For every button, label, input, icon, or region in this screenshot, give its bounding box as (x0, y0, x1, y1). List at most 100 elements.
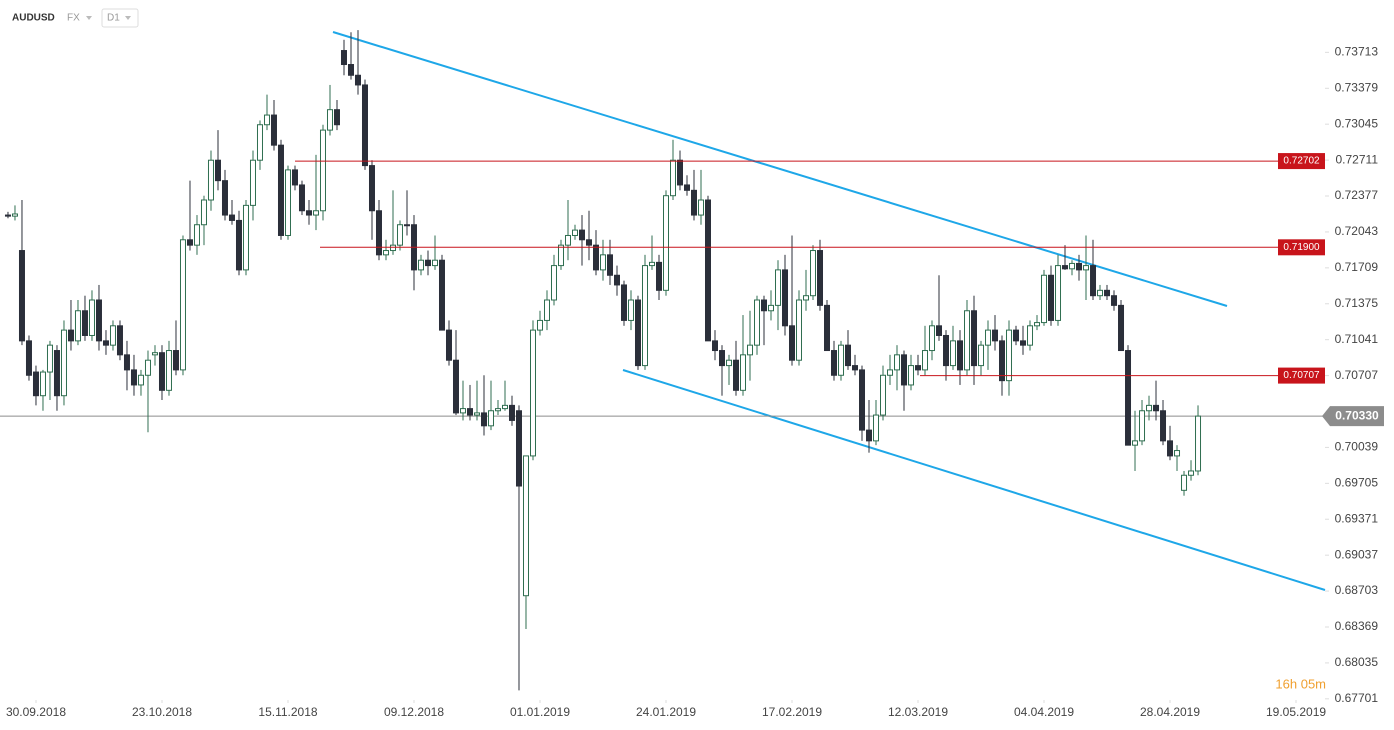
candle-body (501, 404, 508, 410)
candle-body (670, 159, 677, 197)
candle-body (578, 229, 585, 241)
candle-body (1153, 404, 1160, 412)
candle-body (775, 269, 782, 306)
y-tick-label: 0.73045 (1335, 116, 1379, 130)
y-tick-label: 0.71709 (1335, 260, 1379, 274)
candle-body (1118, 304, 1125, 352)
candle-body (207, 159, 214, 201)
candle-body (1027, 325, 1034, 346)
candle-body (333, 109, 340, 126)
trend-lines (332, 31, 1326, 591)
candle-body (585, 239, 592, 246)
y-tick-label: 0.72377 (1335, 188, 1379, 202)
candle-body (95, 299, 102, 342)
market-selector[interactable]: FX (67, 13, 80, 24)
y-tick-label: 0.69037 (1335, 547, 1379, 561)
candle-body (831, 350, 838, 376)
candle-body (1062, 265, 1069, 270)
candle-body (200, 199, 207, 226)
candle-body (677, 159, 684, 186)
candle-body (648, 261, 655, 267)
candle-body (789, 325, 796, 361)
trend-line (622, 369, 1326, 591)
trend-line (332, 31, 1228, 307)
candle-body (480, 412, 487, 427)
candle-body (852, 365, 859, 371)
x-tick-label: 23.10.2018 (132, 705, 192, 719)
candle-body (396, 224, 403, 246)
candle-body (473, 412, 480, 416)
candle-body (698, 199, 705, 216)
candle-body (880, 374, 887, 416)
countdown: 16h 05m (1275, 676, 1326, 691)
y-tick-label: 0.69705 (1335, 476, 1379, 490)
candle-body (18, 250, 25, 342)
y-tick-label: 0.73379 (1335, 80, 1379, 94)
candle-body (1034, 322, 1041, 327)
y-tick-label: 0.68703 (1335, 583, 1379, 597)
x-tick-label: 04.04.2019 (1014, 705, 1074, 719)
candle-body (943, 334, 950, 367)
candle-body (431, 259, 438, 267)
candle-body (515, 410, 522, 487)
candle-body (1146, 404, 1153, 412)
y-tick-label: 0.68035 (1335, 655, 1379, 669)
x-tick-label: 24.01.2019 (636, 705, 696, 719)
chart-title: AUDUSD (12, 13, 55, 24)
candle-body (277, 144, 284, 236)
candle-body (319, 129, 326, 212)
candle-body (417, 259, 424, 271)
candle-body (768, 304, 775, 312)
x-tick-label: 17.02.2019 (762, 705, 822, 719)
candle-body (53, 350, 60, 397)
level-label-box (1278, 367, 1325, 384)
x-tick-label: 12.03.2019 (888, 705, 948, 719)
candle-body (46, 344, 53, 373)
candle-body (270, 114, 277, 146)
candle-body (487, 410, 494, 427)
candle-body (922, 350, 929, 371)
candle-body (557, 244, 564, 267)
candle-body (1020, 340, 1027, 346)
candle-body (810, 250, 817, 297)
candle-body (705, 199, 712, 342)
candle-body (11, 213, 18, 217)
candle-body (1160, 410, 1167, 442)
y-tick-label: 0.72711 (1336, 152, 1379, 166)
candle-body (494, 408, 501, 412)
candle-body (74, 310, 81, 342)
candle-body (761, 299, 768, 312)
candle-body (508, 404, 515, 421)
level-label: 0.71900 (1283, 242, 1320, 253)
candle-body (466, 408, 473, 416)
candle-body (130, 369, 137, 386)
candle-body (1188, 470, 1195, 476)
interval-box[interactable] (101, 8, 139, 28)
candle-body (999, 340, 1006, 382)
candle-body (32, 371, 39, 397)
candle-body (25, 340, 32, 376)
candle-body (1174, 450, 1181, 457)
candle-body (957, 340, 964, 371)
candle-body (123, 354, 130, 371)
candle-body (298, 184, 305, 212)
interval-selector[interactable]: D1 (107, 13, 120, 24)
candle-body (452, 359, 459, 414)
candle-body (235, 219, 242, 271)
candle-body (382, 250, 389, 256)
candle-body (719, 350, 726, 367)
candle-body (901, 354, 908, 386)
y-tick-label: 0.72043 (1335, 224, 1379, 238)
y-tick-label: 0.67701 (1335, 691, 1379, 705)
candle-body (887, 369, 894, 376)
candle-body (347, 64, 354, 76)
candle-body (249, 159, 256, 206)
candle-body (550, 265, 557, 301)
candle-body (712, 340, 719, 352)
candle-body (1090, 265, 1097, 297)
candle-body (803, 295, 810, 301)
candle-body (978, 344, 985, 367)
candle-body (740, 354, 747, 391)
candle-body (964, 310, 971, 371)
